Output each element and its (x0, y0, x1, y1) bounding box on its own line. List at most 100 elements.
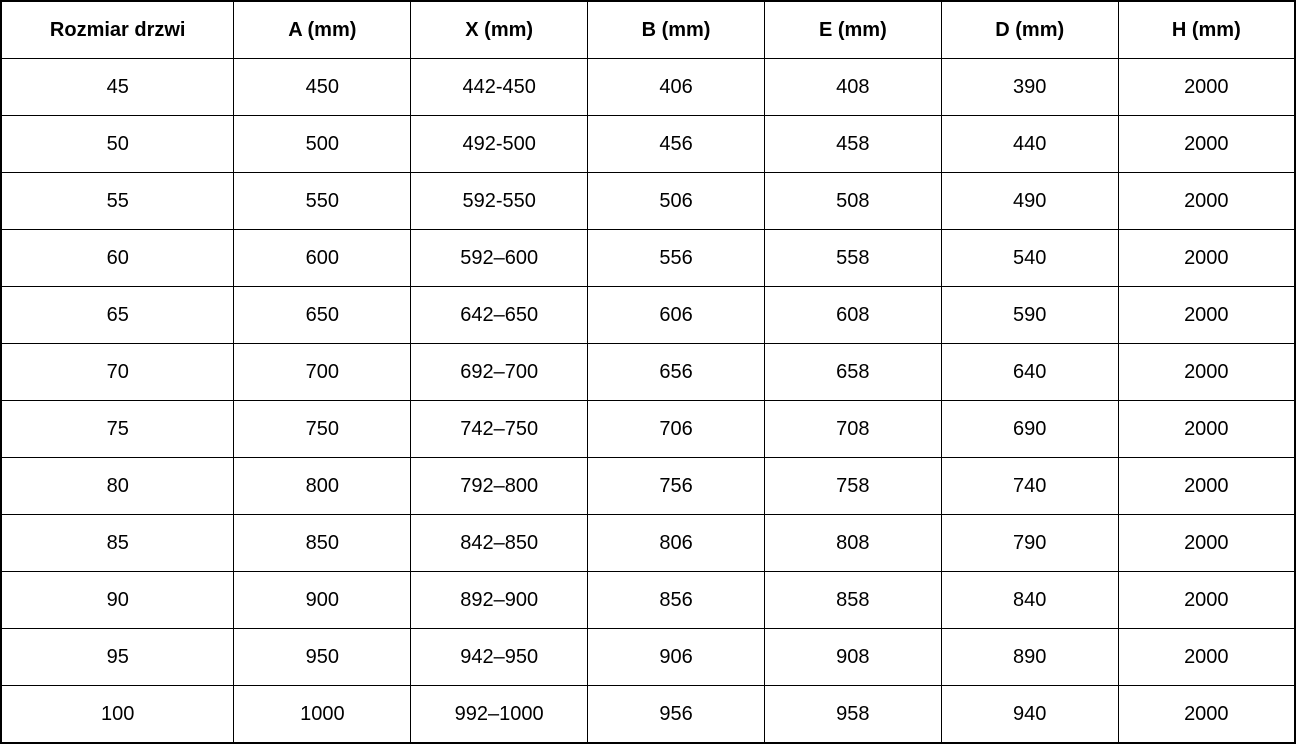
column-header: Rozmiar drzwi (0, 0, 235, 59)
table-cell: 540 (940, 229, 1119, 287)
table-cell: 2000 (1117, 172, 1296, 230)
table-cell: 792–800 (410, 457, 589, 515)
table-cell: 708 (763, 400, 942, 458)
table-cell: 85 (0, 514, 235, 572)
table-cell: 900 (233, 571, 412, 629)
table-cell: 70 (0, 343, 235, 401)
table-cell: 558 (763, 229, 942, 287)
table-cell: 2000 (1117, 343, 1296, 401)
table-cell: 650 (233, 286, 412, 344)
table-cell: 840 (940, 571, 1119, 629)
table-cell: 992–1000 (410, 685, 589, 744)
table-cell: 456 (587, 115, 765, 173)
column-header: A (mm) (233, 0, 412, 59)
table-cell: 800 (233, 457, 412, 515)
table-cell: 942–950 (410, 628, 589, 686)
table-cell: 2000 (1117, 685, 1296, 744)
table-cell: 2000 (1117, 58, 1296, 116)
table-cell: 458 (763, 115, 942, 173)
table-cell: 658 (763, 343, 942, 401)
table-row: 65 650 642–650 606 608 590 2000 (0, 286, 1296, 344)
column-header: H (mm) (1117, 0, 1296, 59)
table-cell: 440 (940, 115, 1119, 173)
table-cell: 608 (763, 286, 942, 344)
table-cell: 556 (587, 229, 765, 287)
table-cell: 592–600 (410, 229, 589, 287)
table-cell: 958 (763, 685, 942, 744)
table-cell: 956 (587, 685, 765, 744)
table-row: 45 450 442-450 406 408 390 2000 (0, 58, 1296, 116)
table-cell: 408 (763, 58, 942, 116)
table-cell: 856 (587, 571, 765, 629)
table-cell: 692–700 (410, 343, 589, 401)
table-cell: 606 (587, 286, 765, 344)
table-cell: 406 (587, 58, 765, 116)
table-cell: 500 (233, 115, 412, 173)
table-row: 50 500 492-500 456 458 440 2000 (0, 115, 1296, 173)
table-cell: 65 (0, 286, 235, 344)
table-cell: 756 (587, 457, 765, 515)
table-cell: 890 (940, 628, 1119, 686)
table-cell: 706 (587, 400, 765, 458)
table-cell: 492-500 (410, 115, 589, 173)
table-cell: 506 (587, 172, 765, 230)
table-cell: 2000 (1117, 115, 1296, 173)
table-row: 70 700 692–700 656 658 640 2000 (0, 343, 1296, 401)
table-row: 60 600 592–600 556 558 540 2000 (0, 229, 1296, 287)
table-row: 85 850 842–850 806 808 790 2000 (0, 514, 1296, 572)
column-header: D (mm) (940, 0, 1119, 59)
table-row: 80 800 792–800 756 758 740 2000 (0, 457, 1296, 515)
table-cell: 590 (940, 286, 1119, 344)
table-cell: 450 (233, 58, 412, 116)
table-row: 55 550 592-550 506 508 490 2000 (0, 172, 1296, 230)
table-cell: 50 (0, 115, 235, 173)
table-cell: 2000 (1117, 457, 1296, 515)
table-header: Rozmiar drzwi A (mm) X (mm) B (mm) E (mm) D (… (0, 0, 1296, 59)
table-cell: 592-550 (410, 172, 589, 230)
table-cell: 75 (0, 400, 235, 458)
table-body: 45 450 442-450 406 408 390 2000 50 500 492-500 456… (0, 58, 1296, 744)
table-cell: 950 (233, 628, 412, 686)
table-row: 95 950 942–950 906 908 890 2000 (0, 628, 1296, 686)
table-cell: 2000 (1117, 571, 1296, 629)
table-cell: 490 (940, 172, 1119, 230)
table-cell: 808 (763, 514, 942, 572)
table-cell: 2000 (1117, 400, 1296, 458)
table-cell: 45 (0, 58, 235, 116)
table-cell: 550 (233, 172, 412, 230)
header-row: Rozmiar drzwi A (mm) X (mm) B (mm) E (mm) D (… (0, 0, 1296, 59)
table-cell: 390 (940, 58, 1119, 116)
table-cell: 892–900 (410, 571, 589, 629)
table-cell: 95 (0, 628, 235, 686)
table-row: 75 750 742–750 706 708 690 2000 (0, 400, 1296, 458)
table-cell: 508 (763, 172, 942, 230)
table-cell: 60 (0, 229, 235, 287)
table-cell: 2000 (1117, 286, 1296, 344)
table-cell: 842–850 (410, 514, 589, 572)
column-header: B (mm) (587, 0, 765, 59)
column-header: E (mm) (763, 0, 942, 59)
table-cell: 850 (233, 514, 412, 572)
table-cell: 906 (587, 628, 765, 686)
column-header: X (mm) (410, 0, 589, 59)
table-cell: 1000 (233, 685, 412, 744)
table-cell: 442-450 (410, 58, 589, 116)
table-cell: 940 (940, 685, 1119, 744)
table-cell: 700 (233, 343, 412, 401)
table-cell: 758 (763, 457, 942, 515)
table-cell: 908 (763, 628, 942, 686)
table-row: 90 900 892–900 856 858 840 2000 (0, 571, 1296, 629)
table-cell: 2000 (1117, 229, 1296, 287)
table-cell: 90 (0, 571, 235, 629)
table-cell: 642–650 (410, 286, 589, 344)
table-cell: 790 (940, 514, 1119, 572)
table-cell: 740 (940, 457, 1119, 515)
table-cell: 640 (940, 343, 1119, 401)
table-cell: 742–750 (410, 400, 589, 458)
table-cell: 80 (0, 457, 235, 515)
table-cell: 600 (233, 229, 412, 287)
table-cell: 750 (233, 400, 412, 458)
table-cell: 858 (763, 571, 942, 629)
